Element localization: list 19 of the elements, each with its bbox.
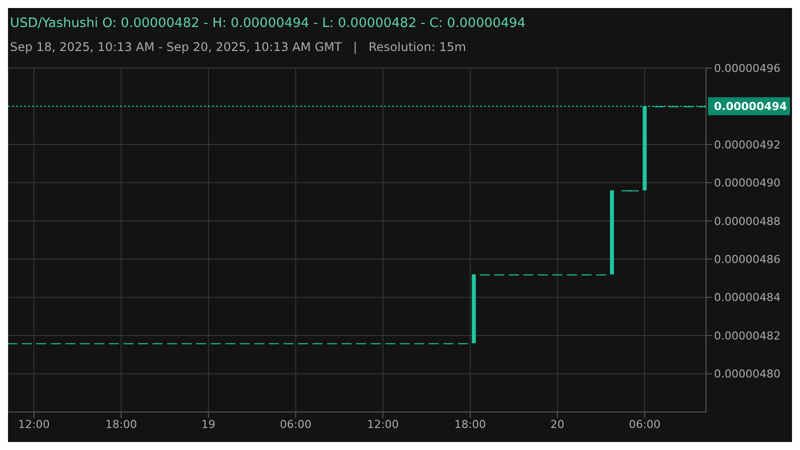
x-tick-label: 06:00 — [280, 418, 312, 431]
y-tick-label: 0.00000492 — [714, 138, 780, 152]
x-tick-label: 19 — [201, 418, 216, 431]
y-tick-label: 0.00000490 — [714, 176, 780, 190]
chart-subtitle: Sep 18, 2025, 10:13 AM - Sep 20, 2025, 10:13 AM GMT | Resolution: 15m — [10, 40, 466, 54]
y-tick-label: 0.00000486 — [714, 253, 780, 266]
x-tick-label: 18:00 — [454, 418, 486, 431]
x-tick-label: 12:00 — [18, 418, 50, 431]
x-tick-label: 20 — [550, 418, 564, 431]
y-tick-label: 0.00000496 — [714, 62, 780, 75]
x-tick-label: 18:00 — [105, 418, 138, 431]
x-tick-label: 06:00 — [628, 418, 661, 431]
ref-line-label: 0.00000494 — [714, 100, 788, 114]
chart-title: USD/Yashushi O: 0.00000482 - H: 0.00000494 - L: 0.00000482 - C: 0.00000494 — [10, 16, 526, 31]
y-tick-label: 0.00000482 — [714, 329, 780, 342]
y-tick-label: 0.00000480 — [714, 368, 780, 381]
y-tick-label: 0.00000484 — [714, 291, 780, 304]
y-tick-label: 0.00000488 — [714, 214, 780, 228]
x-tick-label: 12:00 — [367, 418, 399, 431]
